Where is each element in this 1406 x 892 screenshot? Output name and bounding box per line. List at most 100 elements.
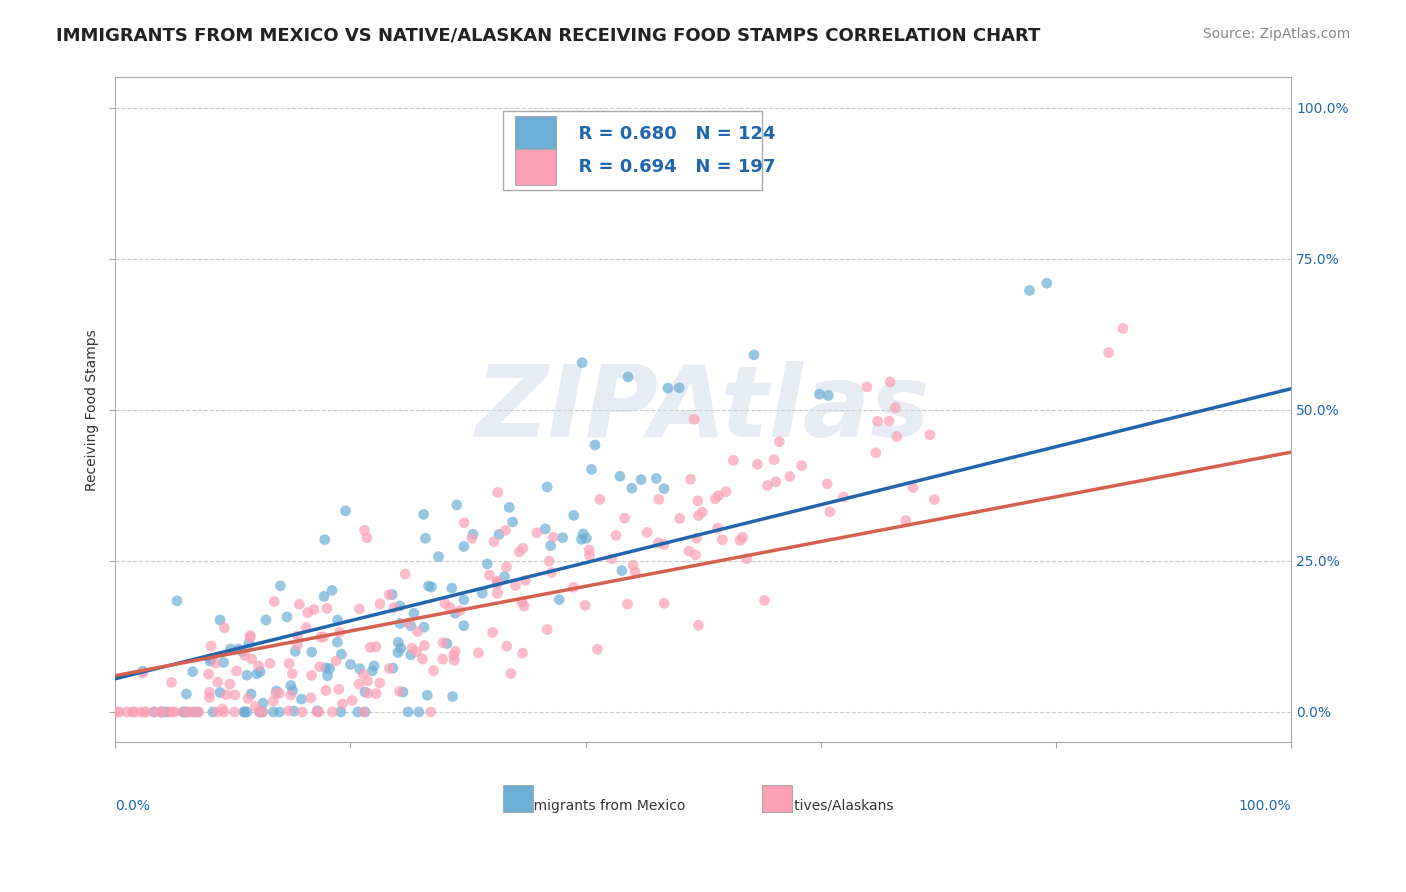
Point (747, 457, 769, 471)
Point (526, 525, 548, 540)
Point (402, 607, 425, 621)
Point (427, 549, 450, 564)
Text: IMMIGRANTS FROM MEXICO VS NATIVE/ALASKAN RECEIVING FOOD STAMPS CORRELATION CHART: IMMIGRANTS FROM MEXICO VS NATIVE/ALASKAN… (56, 27, 1040, 45)
Point (817, 388, 839, 402)
Point (1098, 345, 1121, 359)
Point (172, 705, 194, 719)
Point (236, 691, 259, 706)
Point (389, 641, 412, 656)
Point (233, 705, 256, 719)
Point (209, 685, 232, 699)
Point (498, 500, 520, 515)
Text: Immigrants from Mexico: Immigrants from Mexico (503, 798, 686, 813)
Point (439, 600, 461, 615)
Point (215, 688, 238, 702)
Point (688, 508, 710, 523)
Point (228, 642, 250, 657)
FancyBboxPatch shape (515, 116, 557, 153)
Text: Source: ZipAtlas.com: Source: ZipAtlas.com (1202, 27, 1350, 41)
Point (252, 705, 274, 719)
Point (444, 606, 467, 620)
Point (790, 458, 813, 473)
Point (779, 469, 801, 483)
Point (436, 636, 458, 650)
Point (495, 639, 517, 653)
Point (232, 705, 254, 719)
Point (399, 618, 422, 632)
Point (502, 515, 524, 529)
Point (574, 599, 596, 613)
Point (401, 641, 423, 656)
Point (204, 656, 226, 670)
Point (586, 642, 609, 657)
Point (562, 508, 585, 523)
Point (269, 579, 291, 593)
Point (246, 666, 269, 681)
Text: 0.0%: 0.0% (115, 798, 150, 813)
Point (129, 705, 152, 719)
Point (647, 536, 669, 550)
Point (398, 615, 420, 630)
Point (302, 602, 325, 616)
Point (894, 514, 917, 528)
Point (419, 705, 441, 719)
Point (283, 704, 305, 718)
Point (212, 705, 235, 719)
Point (707, 489, 730, 503)
Point (315, 683, 337, 698)
Point (269, 686, 291, 700)
Point (269, 705, 291, 719)
Point (266, 684, 288, 698)
Point (536, 480, 558, 494)
Point (224, 705, 246, 719)
Point (357, 686, 380, 700)
Point (366, 687, 388, 701)
Point (572, 527, 595, 541)
Point (422, 664, 444, 678)
Point (124, 705, 146, 719)
Point (368, 676, 391, 690)
Point (412, 652, 434, 666)
Point (326, 613, 349, 627)
Point (285, 638, 308, 652)
Point (163, 705, 186, 719)
Point (287, 629, 309, 643)
Point (198, 690, 221, 705)
Point (356, 531, 378, 545)
Point (238, 636, 260, 650)
Point (461, 527, 484, 541)
Point (515, 574, 537, 588)
Point (245, 699, 267, 714)
Point (571, 356, 593, 370)
Point (534, 522, 557, 536)
Point (636, 525, 658, 540)
Point (886, 429, 908, 443)
Point (307, 705, 329, 719)
Point (494, 524, 516, 538)
Point (678, 544, 700, 558)
Point (387, 645, 409, 659)
Point (441, 690, 464, 704)
Point (688, 618, 710, 632)
Point (181, 665, 204, 679)
Point (264, 686, 287, 700)
Point (433, 596, 456, 610)
Point (290, 692, 312, 706)
Point (617, 370, 640, 384)
Point (321, 583, 343, 598)
Point (735, 551, 758, 566)
Point (329, 705, 352, 719)
Point (453, 516, 475, 530)
Point (551, 531, 574, 545)
Point (359, 640, 381, 655)
Point (540, 539, 562, 553)
Point (711, 533, 734, 547)
Point (645, 471, 668, 485)
Point (616, 597, 638, 611)
Point (240, 687, 263, 701)
Point (513, 599, 536, 613)
Point (728, 533, 751, 548)
Point (540, 566, 562, 580)
Point (412, 508, 434, 522)
FancyBboxPatch shape (762, 785, 792, 812)
